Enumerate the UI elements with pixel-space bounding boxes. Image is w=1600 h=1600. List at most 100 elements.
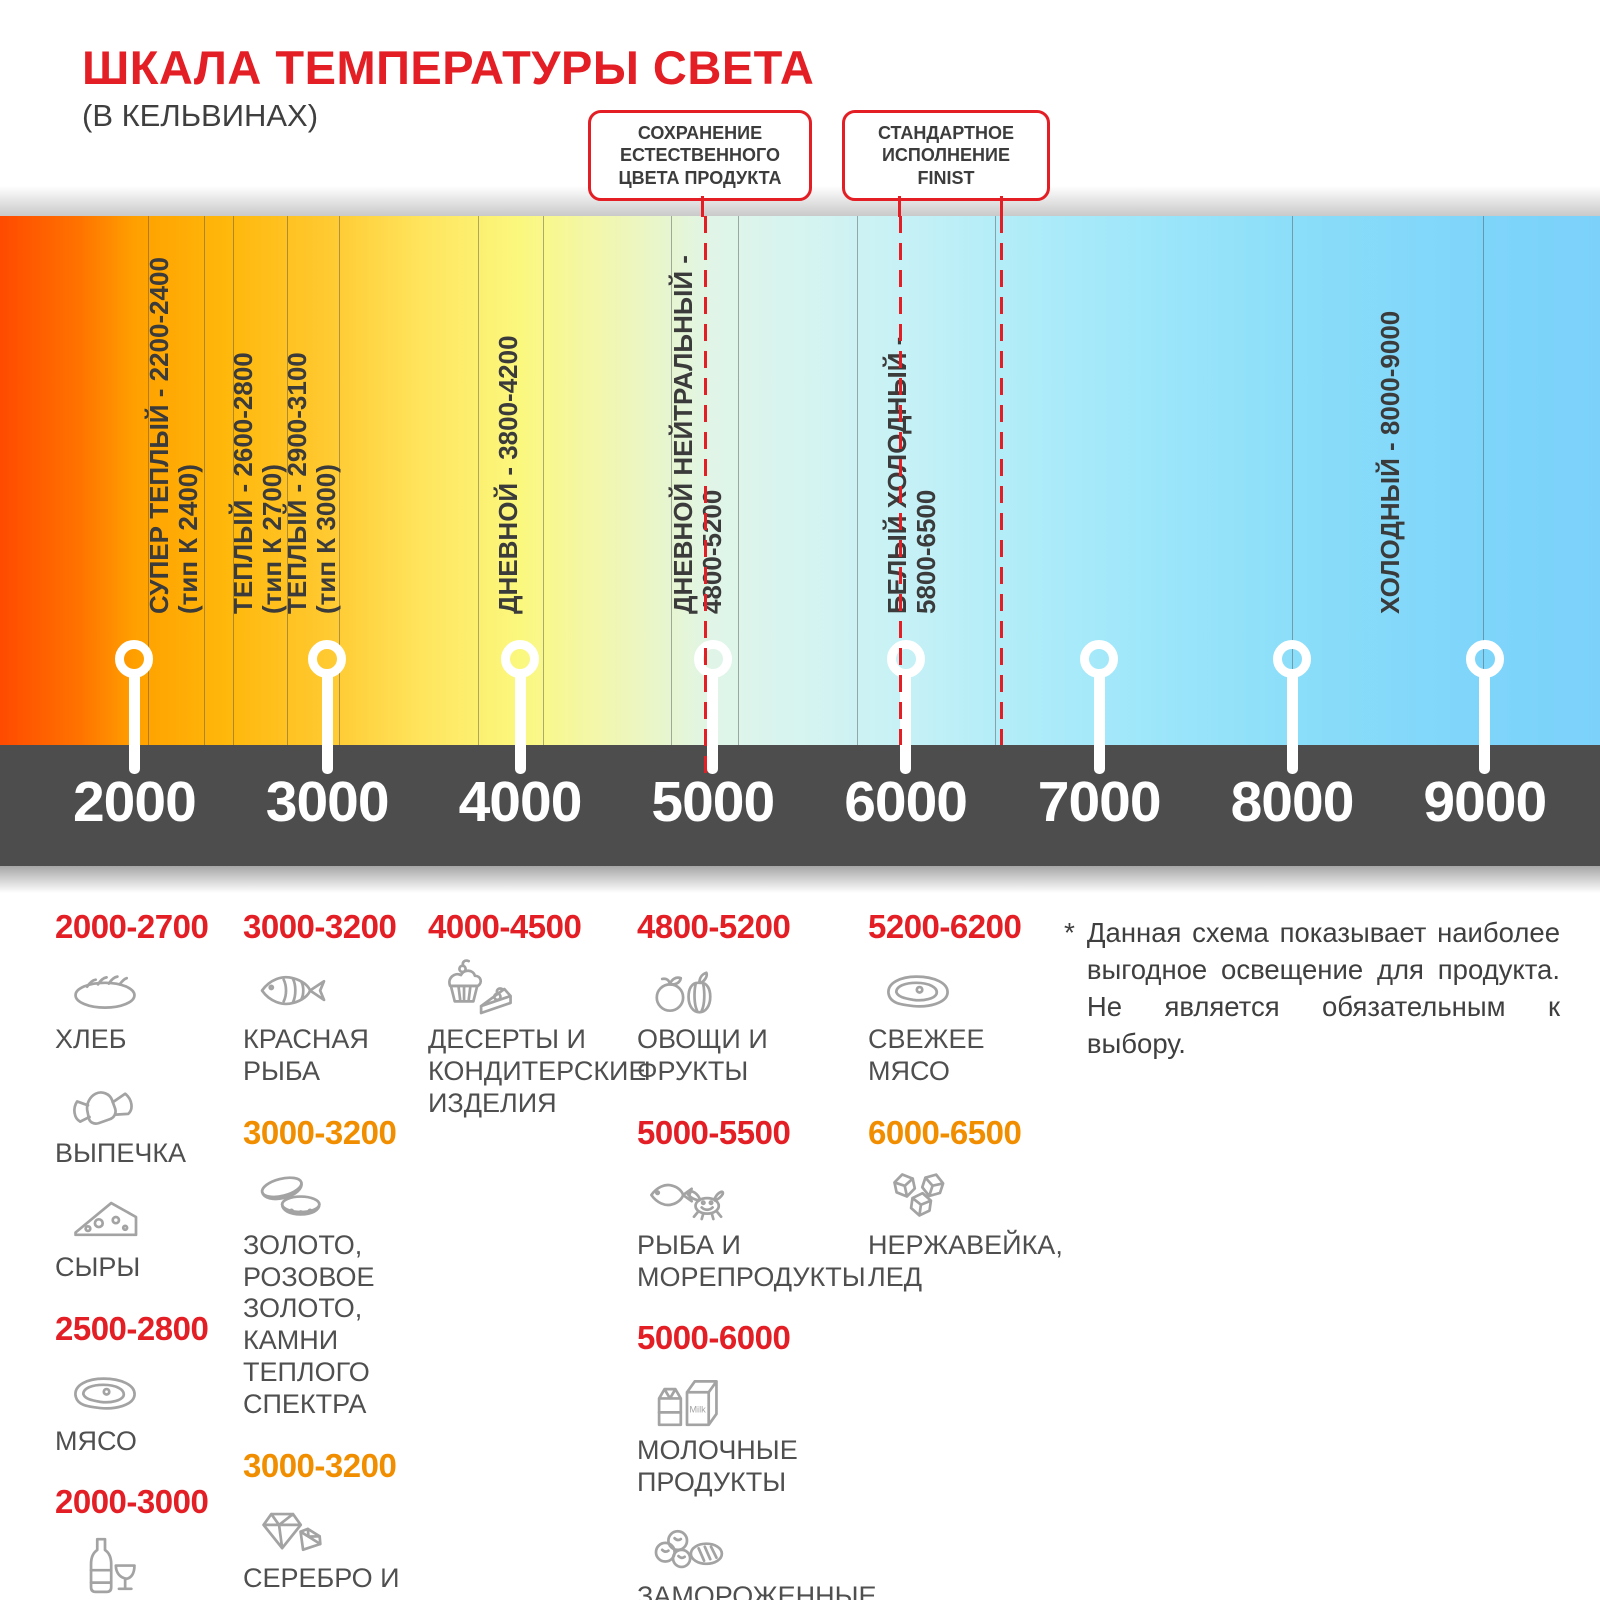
legend-item-label: РЫБА И МОРЕПРОДУКТЫ	[637, 1229, 866, 1292]
axis-tick-label: 9000	[1423, 770, 1547, 834]
legend-group: 4800-5200 ОВОЩИ И ФРУКТЫ	[637, 908, 927, 1088]
range-heading: 2500-2800	[55, 1309, 209, 1347]
legend-column: 4000-4500 ДЕСЕРТЫ И КОНДИТЕРСКИЕ ИЗДЕЛИЯ	[428, 908, 647, 1146]
product-legend: 2000-2700 ХЛЕБ ВЫПЕЧКА СЫРЫ 2500-2800 МЯСО 200…	[0, 908, 1600, 1600]
scale-gridline	[738, 216, 740, 745]
legend-group: 5200-6200 СВЕЖЕЕ МЯСО	[868, 908, 1073, 1088]
legend-item: РЫБА И МОРЕПРОДУКТЫ	[637, 1164, 927, 1294]
scale-gridline	[671, 216, 673, 745]
footnote-text: Данная схема показывает наиболее выгодно…	[1086, 917, 1560, 1060]
band-label: ТЕПЛЫЙ - 2900-3100 (тип К 3000)	[282, 352, 341, 614]
scale-gridline	[1292, 216, 1293, 745]
legend-item: ХЛЕБ	[55, 958, 235, 1056]
range-heading: 3000-3200	[243, 1113, 397, 1151]
range-heading: 4000-4500	[428, 908, 582, 945]
range-heading: 4800-5200	[637, 908, 791, 945]
axis-tick-label: 5000	[651, 770, 775, 834]
legend-column: 2000-2700 ХЛЕБ ВЫПЕЧКА СЫРЫ 2500-2800 МЯСО 200…	[55, 908, 235, 1600]
legend-item: НЕРЖАВЕЙКА, ЛЕД	[868, 1164, 1073, 1294]
legend-item: СВЕЖЕЕ МЯСО	[868, 958, 1073, 1088]
kelvin-axis-bar: 2000 3000 4000 5000 6000 7000 8000 9000	[0, 745, 1600, 866]
range-heading: 2000-3000	[55, 1483, 209, 1521]
legend-item-label: СВЕЖЕЕ МЯСО	[868, 1024, 985, 1086]
band-label: ДНЕВНОЙ - 3800-4200	[493, 335, 524, 614]
scale-gridline	[478, 216, 480, 745]
scale-gridline	[232, 216, 234, 745]
legend-group: 2500-2800 МЯСО	[55, 1310, 235, 1458]
legend-item: СЫРЫ	[55, 1186, 235, 1284]
callout-finist-standard: СТАНДАРТНОЕ ИСПОЛНЕНИЕ FINIST	[842, 110, 1050, 201]
legend-group: 5000-5500 РЫБА И МОРЕПРОДУКТЫ	[637, 1114, 927, 1294]
legend-item-label: МЯСО	[55, 1425, 137, 1456]
steak-icon	[874, 958, 1073, 1020]
legend-item-label: МОЛОЧНЫЕ ПРОДУКТЫ	[637, 1435, 798, 1498]
callout-leg	[700, 196, 704, 217]
croissant-icon	[61, 1072, 235, 1134]
dessert-icon	[434, 958, 633, 1020]
range-heading: 3000-3200	[243, 908, 397, 945]
band-label: ДНЕВНОЙ НЕЙТРАЛЬНЫЙ - 4800-5200	[667, 255, 727, 614]
axis-tick-label: 4000	[458, 770, 583, 834]
legend-group: 3000-3200 СЕРЕБРО И БРИЛЛИАНТЫ	[243, 1447, 448, 1600]
legend-item: МОЛОЧНЫЕ ПРОДУКТЫ	[637, 1369, 927, 1499]
legend-item-label: СЫРЫ	[55, 1251, 141, 1282]
scale-gridline	[204, 216, 205, 745]
legend-column: 5200-6200 СВЕЖЕЕ МЯСО 6000-6500 НЕРЖАВЕЙКА,…	[868, 908, 1073, 1319]
callout-natural-color: СОХРАНЕНИЕ ЕСТЕСТВЕННОГО ЦВЕТА ПРОДУКТА	[588, 110, 812, 201]
legend-item: ОВОЩИ И ФРУКТЫ	[637, 958, 927, 1088]
axis-tick-label: 7000	[1037, 770, 1162, 834]
legend-item: КРАСНАЯ РЫБА	[243, 958, 448, 1088]
ice-icon	[874, 1164, 1073, 1226]
legend-item-label: ЗОЛОТО, РОЗОВОЕ ЗОЛОТО, КАМНИ ТЕПЛОГО СП…	[243, 1229, 375, 1420]
scale-gridline	[1483, 216, 1485, 745]
legend-item-label: ХЛЕБ	[55, 1024, 127, 1054]
range-heading: 2000-2700	[55, 908, 209, 945]
legend-item: СЕРЕБРО И БРИЛЛИАНТЫ	[243, 1497, 448, 1600]
footnote-marker: *	[1064, 917, 1075, 948]
legend-group: 6000-6500 НЕРЖАВЕЙКА, ЛЕД	[868, 1114, 1073, 1294]
legend-item: МЯСО	[55, 1360, 235, 1458]
legend-item-label: ЗАМОРОЖЕННЫЕ ПОЛУФАБРИКАТЫ	[637, 1581, 877, 1600]
legend-column: 4800-5200 ОВОЩИ И ФРУКТЫ 5000-5500 РЫБА И М…	[637, 908, 927, 1600]
legend-item: ЗОЛОТО, РОЗОВОЕ ЗОЛОТО, КАМНИ ТЕПЛОГО СП…	[243, 1164, 448, 1421]
fish-icon	[249, 958, 448, 1020]
temperature-gradient-strip: СУПЕР ТЕПЛЫЙ - 2200-2400 (тип К 2400) ТЕП…	[0, 216, 1600, 745]
range-heading: 5000-5500	[637, 1113, 791, 1151]
legend-item-label: ДЕСЕРТЫ И КОНДИТЕРСКИЕ ИЗДЕЛИЯ	[428, 1024, 647, 1118]
legend-item: ВЫПЕЧКА	[55, 1072, 235, 1170]
legend-column: 3000-3200 КРАСНАЯ РЫБА 3000-3200 ЗОЛОТО, РО…	[243, 908, 448, 1600]
legend-item-label: ОВОЩИ И ФРУКТЫ	[637, 1024, 768, 1086]
axis-bottom-shadow	[0, 866, 1600, 893]
range-heading: 5000-6000	[637, 1319, 791, 1357]
scale-gridline	[148, 216, 149, 745]
legend-item-label: ВЫПЕЧКА	[55, 1137, 187, 1168]
band-label: СУПЕР ТЕПЛЫЙ - 2200-2400 (тип К 2400)	[144, 257, 204, 614]
legend-group: 3000-3200 КРАСНАЯ РЫБА	[243, 908, 448, 1088]
dairy-icon	[643, 1369, 927, 1431]
legend-group: 2000-2700 ХЛЕБ ВЫПЕЧКА СЫРЫ	[55, 908, 235, 1284]
callout-leg	[1000, 196, 1004, 217]
range-heading: 5200-6200	[868, 908, 1022, 945]
scale-gridline	[995, 216, 997, 745]
legend-group: 2000-3000 АКОГОЛЬ	[55, 1483, 235, 1600]
axis-tick-label: 3000	[265, 770, 390, 834]
page-subtitle: (В КЕЛЬВИНАХ)	[82, 98, 319, 133]
legend-item-label: КРАСНАЯ РЫБА	[243, 1024, 369, 1086]
band-label: ХОЛОДНЫЙ - 8000-9000	[1374, 310, 1405, 614]
scale-gridline	[543, 216, 545, 745]
range-heading: 6000-6500	[868, 1113, 1022, 1151]
alcohol-icon	[61, 1533, 235, 1595]
footnote: * Данная схема показывает наиболее выгод…	[1064, 914, 1560, 1063]
page-title: ШКАЛА ТЕМПЕРАТУРЫ СВЕТА	[82, 41, 815, 94]
legend-group: 4000-4500 ДЕСЕРТЫ И КОНДИТЕРСКИЕ ИЗДЕЛИЯ	[428, 908, 647, 1120]
cheese-icon	[61, 1186, 235, 1248]
band-label: БЕЛЫЙ ХОЛОДНЫЙ - 5800-6500	[882, 336, 941, 614]
callout-leg	[897, 196, 901, 217]
rings-icon	[249, 1164, 448, 1226]
axis-tick-label: 8000	[1230, 770, 1355, 834]
steak-icon	[61, 1360, 235, 1422]
legend-group: 5000-6000 МОЛОЧНЫЕ ПРОДУКТЫ ЗАМОРОЖЕННЫЕ П…	[637, 1319, 927, 1600]
scale-gridline	[856, 216, 858, 745]
bread-icon	[61, 958, 235, 1020]
